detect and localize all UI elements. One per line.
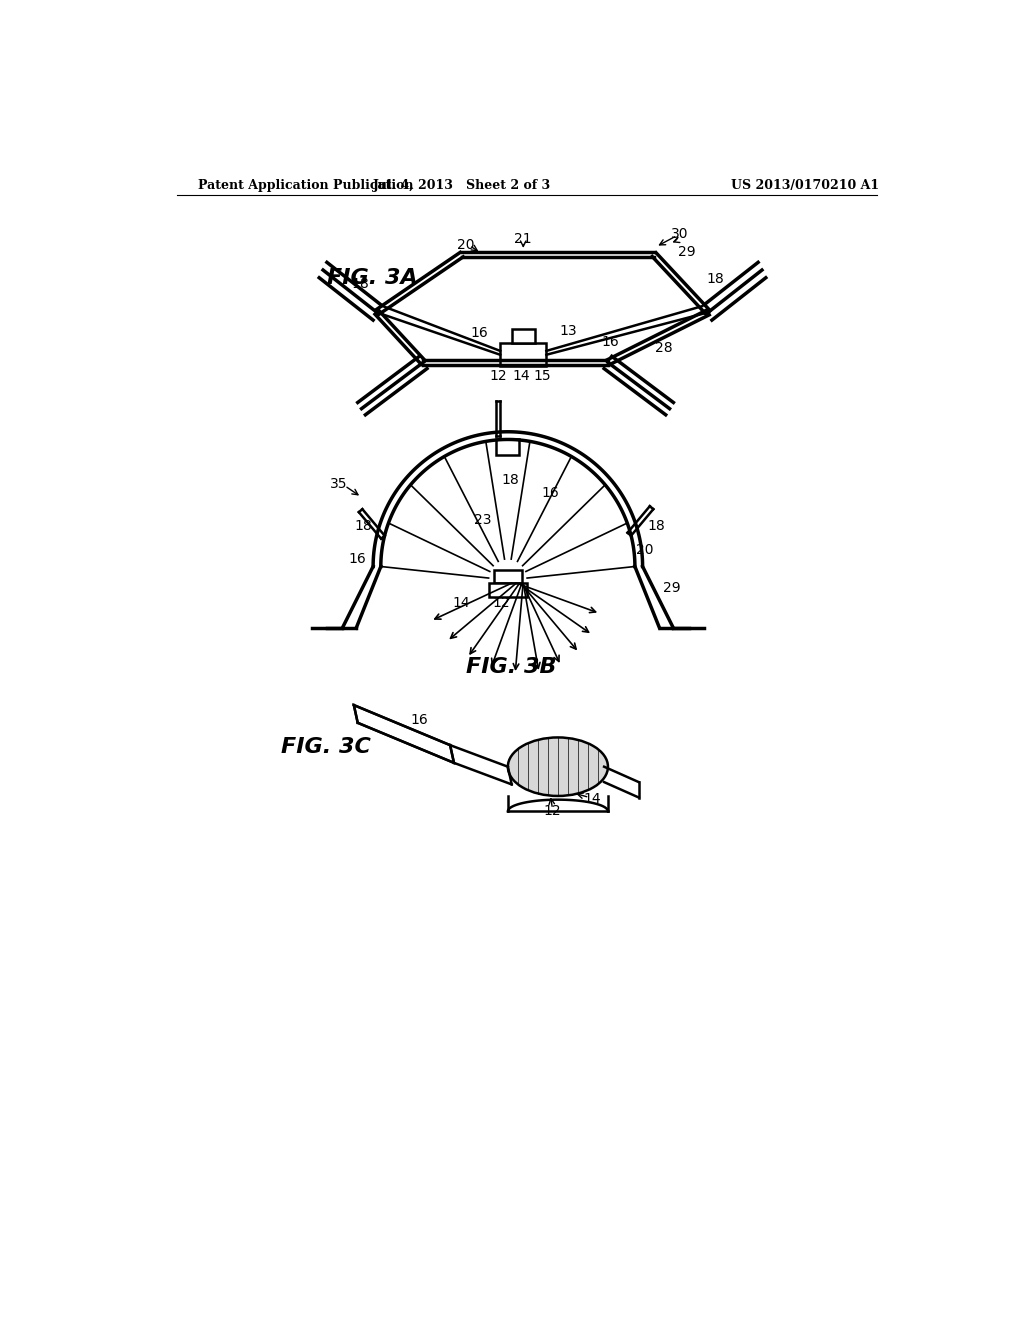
Text: 18: 18 [707,272,725,286]
Text: 29: 29 [678,246,695,259]
Text: US 2013/0170210 A1: US 2013/0170210 A1 [731,178,880,191]
FancyBboxPatch shape [494,570,521,583]
Text: 20: 20 [457,238,474,252]
Text: 20: 20 [636,543,653,557]
Text: 16: 16 [470,326,488,341]
Text: 15: 15 [534,370,551,383]
Text: 13: 13 [559,323,577,338]
Text: 12: 12 [544,804,561,818]
Text: 23: 23 [474,513,492,527]
Text: 14: 14 [453,597,470,610]
Text: 14: 14 [584,792,601,807]
Text: 12: 12 [493,597,511,610]
Text: 18: 18 [647,520,666,533]
Text: 18: 18 [502,474,519,487]
Text: 21: 21 [514,232,532,247]
FancyBboxPatch shape [512,330,535,343]
Ellipse shape [508,738,608,796]
Text: Jul. 4, 2013   Sheet 2 of 3: Jul. 4, 2013 Sheet 2 of 3 [373,178,551,191]
Text: FIG. 3A: FIG. 3A [327,268,418,288]
Text: 35: 35 [330,477,347,491]
Text: 28: 28 [654,341,672,355]
Text: 18: 18 [351,277,369,290]
Text: 16: 16 [601,335,620,348]
Text: 30: 30 [671,227,688,240]
Text: FIG. 3C: FIG. 3C [281,738,371,758]
Text: 16: 16 [349,552,367,566]
Text: 12: 12 [489,370,508,383]
Text: 16: 16 [411,714,428,727]
Text: 16: 16 [542,486,559,500]
FancyBboxPatch shape [488,583,527,598]
Text: 18: 18 [354,520,372,533]
Polygon shape [354,705,454,763]
FancyBboxPatch shape [500,343,547,367]
Text: Patent Application Publication: Patent Application Publication [199,178,414,191]
FancyBboxPatch shape [497,440,519,455]
Text: FIG. 3B: FIG. 3B [467,656,557,677]
Text: 29: 29 [664,581,681,595]
Text: 14: 14 [513,370,530,383]
